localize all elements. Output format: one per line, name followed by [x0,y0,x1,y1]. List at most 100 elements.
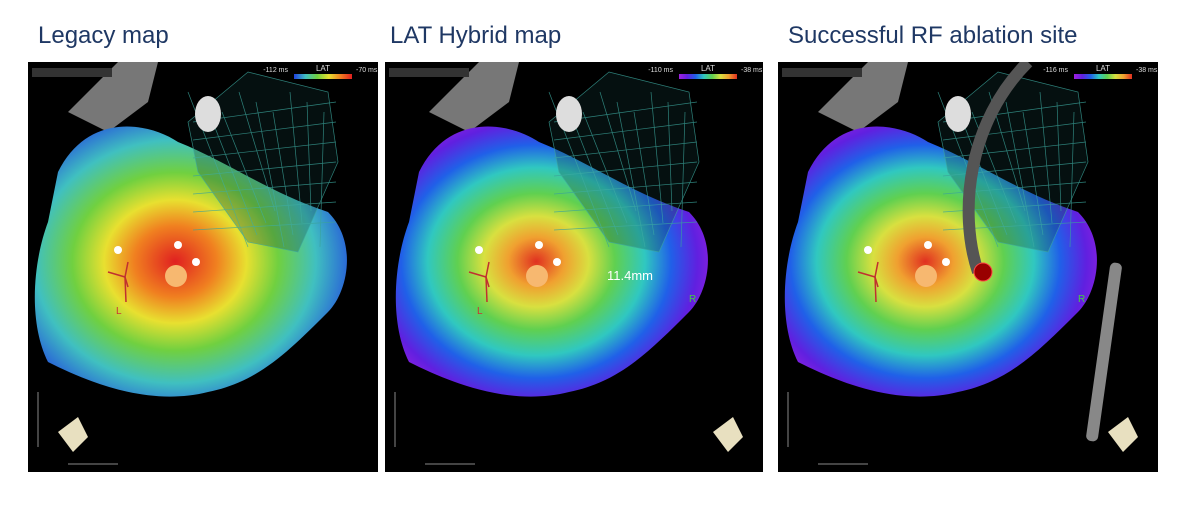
scale-label: LAT [701,64,715,73]
panel-title: LAT Hybrid map [390,22,562,49]
tip [915,265,937,287]
lat-map [34,126,347,397]
mesh-line [553,141,698,159]
axes [107,261,129,303]
axis [124,261,129,278]
mesh-line [553,161,698,177]
mesh-line [255,101,285,248]
mesh-line [680,111,686,248]
mesh-line [553,121,698,141]
axis [874,261,879,278]
valve [195,96,221,132]
axis [107,271,126,278]
tip [165,265,187,287]
mesh-line [650,91,664,224]
color-scale [294,74,352,79]
mesh-line [306,101,312,212]
scale-max: -38 ms [741,67,763,74]
mesh-line [192,121,337,141]
mesh-line [319,111,325,248]
mesh-line [1039,91,1053,224]
map-panel: -116 ms LAT -38 ms R [778,62,1158,472]
axis [468,271,487,278]
scale-min: -116 ms [1043,67,1068,74]
mesh-line [1022,111,1044,236]
mesh-line [192,161,337,177]
mesh-line [289,91,303,224]
point [475,246,483,254]
mesh-line [192,181,337,195]
heart-icon [1108,417,1138,452]
scale-label: LAT [316,64,330,73]
mesh-line [238,91,276,212]
mesh-line [633,111,655,236]
mesh-line [192,221,337,231]
mesh-line [192,141,337,159]
panel-title: Legacy map [38,22,169,49]
orientation-label: R [689,294,696,305]
mesh-line [1005,101,1035,248]
mesh-line [553,181,698,195]
info-box [389,68,469,77]
scale-min: -110 ms [648,67,673,74]
point [192,258,200,266]
axis [485,261,490,278]
color-scale [679,74,737,79]
info-box [782,68,862,77]
color-scale [1074,74,1132,79]
anatomy [818,62,908,132]
axes [468,261,490,303]
axis [124,276,127,303]
mesh-line [221,111,267,224]
valve [556,96,582,132]
scale-min: -112 ms [263,67,288,74]
measurement: 11.4mm [607,268,653,283]
heart-icon [58,417,88,452]
mesh [187,71,339,253]
lat-map [784,126,1097,397]
scale-max: -70 ms [356,67,378,74]
mesh-line [553,221,698,231]
point [174,241,182,249]
point [114,246,122,254]
tip [526,265,548,287]
lat-map [395,126,708,397]
sheath [1086,262,1122,442]
mesh-line [616,101,646,248]
orientation-label: R [1078,294,1085,305]
catheter [962,62,1033,274]
heart-icon [713,417,743,452]
valve [945,96,971,132]
map-panel: -110 ms LAT -38 ms L R 11.4mm [385,62,763,472]
orientation-label: L [116,306,122,317]
scale-max: -38 ms [1136,67,1158,74]
point [553,258,561,266]
mesh-line [667,101,673,212]
scale-label: LAT [1096,64,1110,73]
axis [874,276,877,303]
map-panel: -112 ms LAT -70 ms L [28,62,378,472]
mesh-line [582,111,628,224]
orientation-label: L [477,306,483,317]
mesh-line [1069,111,1075,248]
anatomy [68,62,158,132]
mesh-line [553,201,698,213]
mesh-line [942,121,1087,141]
mesh [548,71,700,253]
anatomy [429,62,519,132]
mesh-line [942,141,1087,159]
mesh-line [192,201,337,213]
point [864,246,872,254]
point [535,241,543,249]
info-box [32,68,112,77]
mesh-line [272,111,294,236]
panel-title: Successful RF ablation site [788,22,1078,49]
axes [857,261,879,303]
ablation-site [973,262,993,282]
mesh-line [599,91,637,212]
axis [485,276,488,303]
point [924,241,932,249]
axis [857,271,876,278]
mesh-line [1056,101,1062,212]
